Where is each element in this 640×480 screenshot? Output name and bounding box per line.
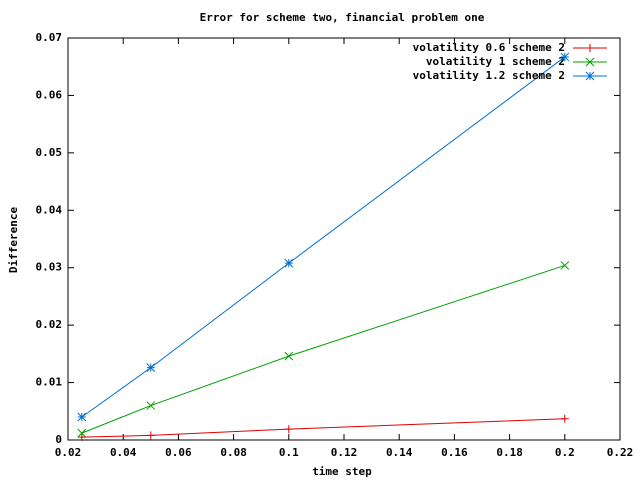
marker	[284, 258, 294, 268]
y-tick-label: 0.07	[36, 31, 63, 44]
legend-label: volatility 1.2 scheme 2	[413, 69, 565, 82]
marker	[284, 351, 294, 361]
y-tick-label: 0.06	[36, 88, 63, 101]
marker	[77, 412, 87, 422]
marker	[77, 433, 86, 442]
marker	[146, 363, 156, 372]
marker	[146, 401, 156, 410]
x-tick-label: 0.2	[555, 446, 575, 459]
x-tick-label: 0.14	[386, 446, 413, 459]
y-tick-label: 0	[55, 433, 62, 446]
y-tick-label: 0.03	[36, 261, 63, 274]
x-tick-label: 0.06	[165, 446, 192, 459]
marker	[560, 414, 569, 423]
x-tick-label: 0.18	[496, 446, 523, 459]
legend-marker	[585, 57, 595, 67]
series-line	[81, 264, 565, 434]
marker	[146, 431, 155, 440]
legend-label: volatility 1 scheme 2	[426, 55, 565, 68]
x-tick-label: 0.12	[331, 446, 358, 459]
marker	[284, 425, 293, 434]
legend-marker	[585, 71, 595, 81]
x-tick-label: 0.22	[607, 446, 634, 459]
legend-label: volatility 0.6 scheme 2	[413, 41, 565, 54]
x-tick-label: 0.02	[55, 446, 82, 459]
x-tick-label: 0.08	[220, 446, 247, 459]
x-tick-label: 0.16	[441, 446, 468, 459]
y-tick-label: 0.04	[36, 203, 63, 216]
chart-title: Error for scheme two, financial problem …	[200, 11, 485, 24]
y-tick-label: 0.05	[36, 146, 63, 159]
marker	[560, 52, 570, 62]
marker	[77, 428, 87, 438]
marker	[560, 261, 570, 270]
plot-frame	[67, 37, 621, 441]
legend-marker	[586, 44, 594, 52]
y-axis-label: Difference	[7, 207, 20, 274]
x-axis-label: time step	[312, 465, 372, 478]
y-tick-label: 0.01	[36, 376, 63, 389]
series-line	[81, 418, 565, 438]
series-line	[81, 56, 566, 418]
y-tick-label: 0.02	[36, 318, 63, 331]
x-tick-label: 0.1	[279, 446, 299, 459]
x-tick-label: 0.04	[110, 446, 137, 459]
